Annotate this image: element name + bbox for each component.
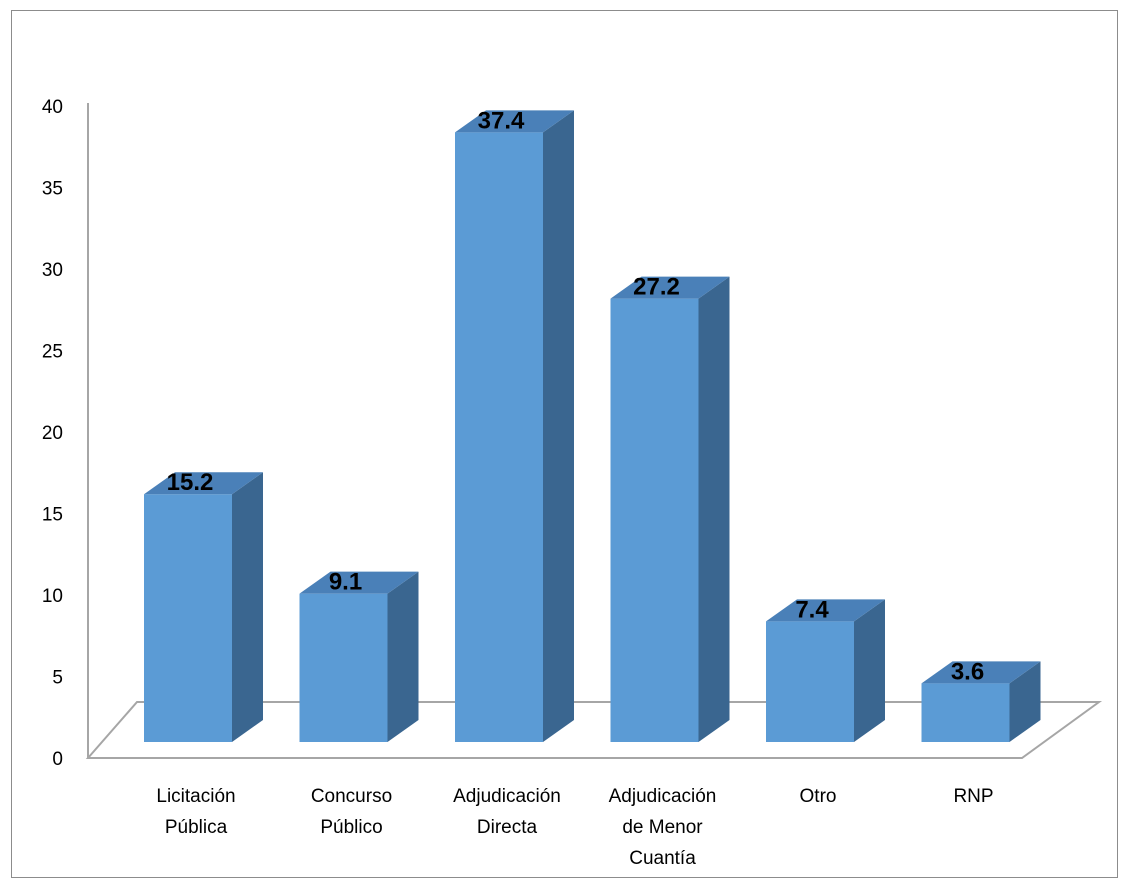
category-label-line: Licitación <box>156 786 235 807</box>
data-labels: 15.2 9.1 37.4 27.2 7.4 3.6 <box>167 107 985 685</box>
category-label: RNP <box>953 786 993 807</box>
bar-front <box>921 683 1010 742</box>
bar-side <box>854 599 885 742</box>
bar <box>921 661 1041 742</box>
bar-top <box>610 276 730 299</box>
category-label: Otro <box>800 786 837 807</box>
bar <box>144 472 263 742</box>
bar-side <box>1009 661 1041 742</box>
bar-top <box>299 571 419 594</box>
bar <box>299 571 419 742</box>
y-tick-label: 0 <box>52 749 63 770</box>
category-label-line: Otro <box>800 786 837 807</box>
category-label-line: Concurso <box>311 786 392 807</box>
bar-top <box>144 472 263 495</box>
bars <box>144 110 1041 742</box>
bar-front <box>144 494 232 742</box>
bar <box>766 599 885 742</box>
bar <box>610 276 730 742</box>
category-label-line: Adjudicación <box>609 786 717 807</box>
category-label-line: Adjudicación <box>453 786 561 807</box>
y-tick-label: 35 <box>42 179 63 200</box>
category-label-line: de Menor <box>622 817 703 838</box>
y-tick-label: 10 <box>42 586 63 607</box>
chart-axes <box>85 103 1103 759</box>
data-label: 7.4 <box>795 596 829 623</box>
data-label: 15.2 <box>167 469 214 496</box>
bar-front <box>299 593 388 742</box>
y-tick-label: 30 <box>42 260 63 281</box>
bar-side <box>698 276 730 742</box>
category-label-line: RNP <box>953 786 993 807</box>
category-label-line: Público <box>320 817 382 838</box>
category-label: Concurso Público <box>311 786 392 838</box>
category-label-line: Cuantía <box>629 848 696 869</box>
y-axis-ticks: 0 5 10 15 20 25 30 35 40 <box>42 97 63 770</box>
bar <box>455 110 574 742</box>
category-label-line: Directa <box>477 817 538 838</box>
bar-top <box>455 110 574 133</box>
y-tick-label: 15 <box>42 505 63 526</box>
bar-side <box>543 110 574 742</box>
data-label: 3.6 <box>951 658 984 685</box>
category-label: Licitación Pública <box>156 786 235 838</box>
y-tick-label: 5 <box>52 668 63 689</box>
bar-front <box>610 298 699 742</box>
bar-top <box>766 599 885 622</box>
data-label: 9.1 <box>329 569 362 596</box>
bar-top <box>921 661 1041 684</box>
y-tick-label: 40 <box>42 97 63 118</box>
bar-side <box>232 472 263 742</box>
category-label: Adjudicación Directa <box>453 786 561 838</box>
bar-side <box>387 571 419 742</box>
category-labels: Licitación Pública Concurso Público Adjudica… <box>156 786 993 869</box>
bar-front <box>455 132 543 742</box>
y-tick-label: 25 <box>42 342 63 363</box>
bar-front <box>766 621 854 742</box>
data-label: 27.2 <box>633 274 680 301</box>
category-label: Adjudicación de Menor Cuantía <box>609 786 717 869</box>
y-tick-label: 20 <box>42 423 63 444</box>
category-label-line: Pública <box>165 817 228 838</box>
data-label: 37.4 <box>478 107 525 134</box>
floor-plane <box>85 701 1103 759</box>
